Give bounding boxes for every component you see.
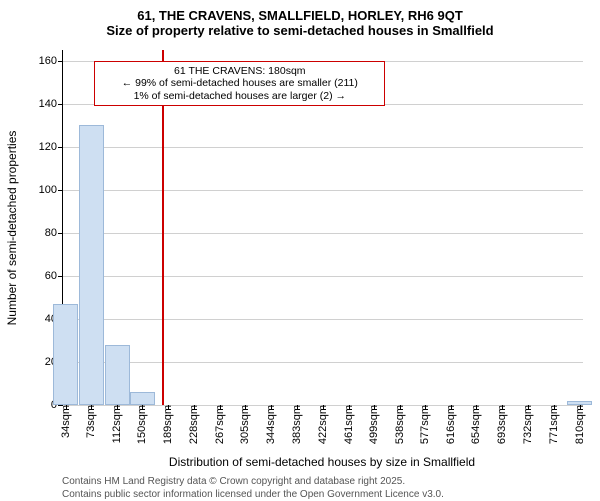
xtick-label: 499sqm (368, 405, 380, 444)
xtick-label: 228sqm (188, 405, 200, 444)
ytick-label: 160 (39, 55, 57, 67)
chart-title-line2: Size of property relative to semi-detach… (0, 23, 600, 38)
ytick-mark (58, 147, 63, 148)
x-axis-label: Distribution of semi-detached houses by … (62, 455, 582, 469)
annotation-box: 61 THE CRAVENS: 180sqm← 99% of semi-deta… (94, 61, 385, 107)
gridline (63, 362, 583, 363)
ytick-label: 140 (39, 98, 57, 110)
xtick-label: 538sqm (394, 405, 406, 444)
ytick-label: 100 (39, 184, 57, 196)
ytick-label: 120 (39, 141, 57, 153)
xtick-label: 344sqm (265, 405, 277, 444)
bar (105, 345, 130, 405)
xtick-label: 810sqm (574, 405, 586, 444)
xtick-label: 150sqm (136, 405, 148, 444)
xtick-label: 654sqm (470, 405, 482, 444)
annotation-line: ← 99% of semi-detached houses are smalle… (98, 77, 381, 90)
chart-title-line1: 61, THE CRAVENS, SMALLFIELD, HORLEY, RH6… (0, 8, 600, 23)
attribution: Contains HM Land Registry data © Crown c… (62, 475, 444, 501)
xtick-label: 461sqm (343, 405, 355, 444)
gridline (63, 147, 583, 148)
attribution-line: Contains public sector information licen… (62, 488, 444, 501)
y-axis-label: Number of semi-detached properties (5, 130, 19, 325)
xtick-label: 73sqm (85, 405, 97, 438)
xtick-label: 305sqm (239, 405, 251, 444)
ytick-mark (58, 104, 63, 105)
xtick-label: 616sqm (445, 405, 457, 444)
annotation-line: 61 THE CRAVENS: 180sqm (98, 65, 381, 78)
gridline (63, 190, 583, 191)
bar (130, 392, 155, 405)
gridline (63, 233, 583, 234)
annotation-line: 1% of semi-detached houses are larger (2… (98, 90, 381, 103)
xtick-label: 267sqm (214, 405, 226, 444)
xtick-label: 112sqm (111, 405, 123, 443)
plot-area: 02040608010012014016034sqm73sqm112sqm150… (62, 50, 583, 406)
attribution-line: Contains HM Land Registry data © Crown c… (62, 475, 444, 488)
gridline (63, 276, 583, 277)
xtick-label: 771sqm (548, 405, 560, 444)
ytick-mark (58, 276, 63, 277)
bar (79, 125, 104, 405)
ytick-mark (58, 61, 63, 62)
chart-container: 61, THE CRAVENS, SMALLFIELD, HORLEY, RH6… (0, 8, 600, 38)
ytick-mark (58, 233, 63, 234)
bar (567, 401, 592, 405)
gridline (63, 319, 583, 320)
xtick-label: 383sqm (291, 405, 303, 444)
bar (53, 304, 78, 405)
xtick-label: 732sqm (522, 405, 534, 444)
ytick-label: 80 (45, 227, 57, 239)
xtick-label: 577sqm (419, 405, 431, 444)
ytick-label: 60 (45, 270, 57, 282)
xtick-label: 693sqm (496, 405, 508, 444)
ytick-mark (58, 190, 63, 191)
xtick-label: 34sqm (60, 405, 72, 438)
xtick-label: 189sqm (162, 405, 174, 444)
xtick-label: 422sqm (317, 405, 329, 444)
